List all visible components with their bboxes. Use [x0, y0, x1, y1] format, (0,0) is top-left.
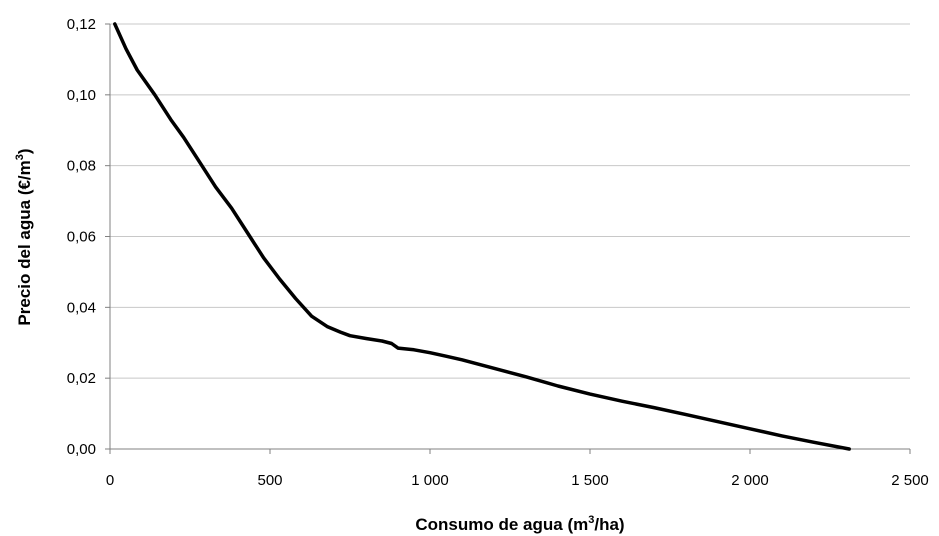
series-group — [113, 22, 851, 451]
x-tick-label-0: 0 — [106, 472, 114, 489]
y-tick-label-5: 0,10 — [67, 87, 96, 104]
x-tick-label-2: 1 000 — [411, 472, 449, 489]
y-tick-label-1: 0,02 — [67, 370, 96, 387]
y-tick-label-2: 0,04 — [67, 299, 96, 316]
x-axis-title: Consumo de agua (m3/ha) — [415, 514, 624, 534]
y-tick-label-6: 0,12 — [67, 16, 96, 33]
x-tick-label-4: 2 000 — [731, 472, 769, 489]
y-tick-label-0: 0,00 — [67, 441, 96, 458]
x-tick-label-5: 2 500 — [891, 472, 929, 489]
series-line-0 — [113, 22, 851, 451]
y-tick-label-4: 0,08 — [67, 158, 96, 175]
axes — [105, 23, 911, 454]
x-tick-label-3: 1 500 — [571, 472, 609, 489]
gridlines — [110, 23, 910, 379]
x-tick-label-1: 500 — [257, 472, 282, 489]
y-axis-title: Precio del agua (€/m3) — [14, 148, 34, 325]
y-tick-labels: 0,00 0,02 0,04 0,06 0,08 0,10 0,12 — [67, 16, 96, 458]
x-tick-labels: 0 500 1 000 1 500 2 000 2 500 — [106, 472, 929, 489]
y-tick-label-3: 0,06 — [67, 229, 96, 246]
